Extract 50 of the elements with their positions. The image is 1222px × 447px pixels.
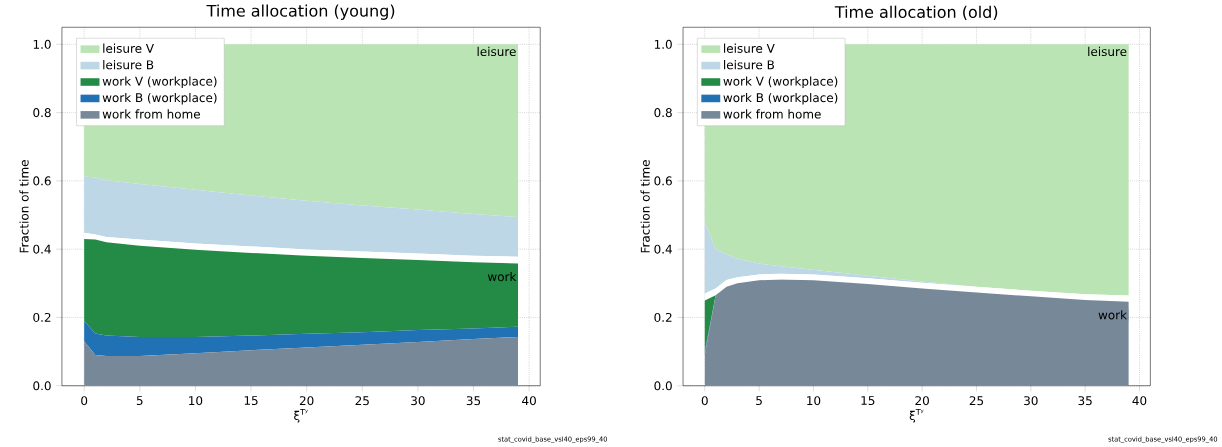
x-tick-label: 10: [807, 395, 821, 405]
x-tick-label: 20: [299, 395, 314, 405]
legend-label: work V (workplace): [102, 76, 217, 88]
x-tick-label: 40: [522, 395, 536, 405]
y-tick-label: 0.4: [654, 244, 672, 254]
x-axis-title: ξ$^{Tʸ}$: [294, 408, 308, 423]
legend-label: work from home: [102, 109, 200, 119]
x-tick-label: 5: [756, 395, 762, 405]
chart-title: Time allocation (old): [834, 5, 998, 20]
x-axis-title: ξ$^{Tʸ}$: [909, 408, 924, 423]
x-tick-label: 5: [136, 395, 143, 405]
legend-label: leisure V: [724, 43, 775, 53]
legend-label: work from home: [723, 109, 821, 119]
chart-title: Time allocation (young): [206, 4, 395, 20]
x-tick-label: 0: [81, 395, 88, 405]
legend-label: leisure V: [103, 43, 154, 53]
y-tick-label: 1.0: [654, 39, 672, 49]
y-tick-label: 0.4: [33, 244, 51, 254]
y-tick-label: 0.0: [654, 381, 672, 391]
y-tick-label: 0.0: [33, 381, 51, 391]
annotation: work: [487, 271, 517, 281]
y-axis-title: Fraction of time: [19, 159, 29, 253]
y-tick-label: 0.8: [33, 107, 51, 117]
y-tick-label: 0.8: [654, 107, 672, 117]
x-tick-label: 35: [1078, 395, 1092, 405]
x-tick-label: 30: [411, 395, 425, 405]
x-tick-label: 25: [969, 395, 984, 405]
y-tick-label: 1.0: [33, 39, 51, 49]
y-tick-label: 0.6: [654, 176, 672, 186]
x-tick-label: 0: [701, 395, 708, 405]
y-tick-label: 0.6: [33, 176, 51, 186]
annotation: leisure: [477, 46, 516, 56]
legend-label: work V (workplace): [723, 76, 838, 88]
x-tick-label: 20: [915, 395, 929, 405]
y-tick-label: 0.2: [33, 312, 51, 322]
y-tick-label: 0.2: [654, 312, 672, 322]
x-tick-label: 30: [1024, 395, 1038, 405]
legend-label: work B (workplace): [102, 92, 217, 105]
x-tick-label: 15: [861, 395, 875, 405]
annotation: work: [1098, 309, 1127, 320]
y-axis-title: Fraction of time: [640, 159, 650, 253]
legend-label: leisure B: [103, 59, 154, 70]
legend-label: leisure B: [724, 59, 774, 70]
annotation: leisure: [1088, 46, 1127, 56]
x-tick-label: 15: [244, 395, 258, 405]
x-tick-label: 40: [1132, 395, 1147, 405]
x-tick-label: 35: [466, 395, 481, 405]
legend-label: work B (workplace): [723, 92, 838, 105]
x-tick-label: 25: [355, 395, 369, 405]
x-tick-label: 10: [189, 395, 203, 405]
